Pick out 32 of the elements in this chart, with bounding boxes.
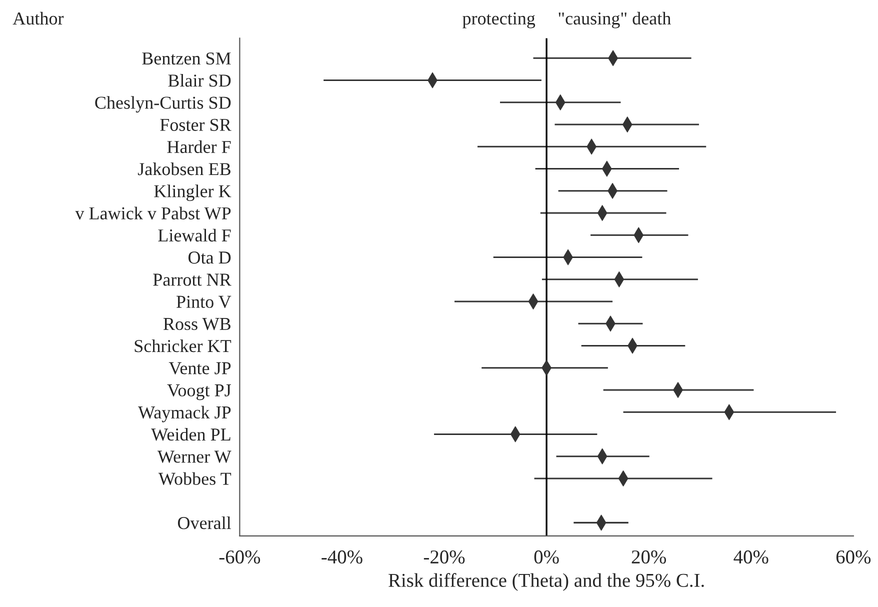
x-tick-label: 20% xyxy=(632,550,666,564)
y-tick-label: Schricker KT xyxy=(134,339,232,352)
y-tick-label: Liewald F xyxy=(158,228,231,242)
x-tick-label: 60% xyxy=(836,550,871,564)
y-tick-label: Cheslyn-Curtis SD xyxy=(95,96,231,113)
y-tick-label: Pinto V xyxy=(176,296,232,308)
y-tick-label: Vente JP xyxy=(168,362,231,374)
y-tick-label: v Lawick v Pabst WP xyxy=(75,206,231,220)
x-tick-label: 40% xyxy=(734,550,768,564)
y-tick-label: Blair SD xyxy=(168,74,231,87)
y-tick-label: Werner W xyxy=(157,450,232,463)
y-tick-label: Foster SR xyxy=(160,118,232,131)
x-axis-title: Risk difference (Theta) and the 95% C.I. xyxy=(388,573,704,591)
y-tick-label: Bentzen SM xyxy=(142,52,231,65)
x-tick-label: 0% xyxy=(534,550,559,564)
y-tick-label: Ross WB xyxy=(163,318,230,330)
text: protecting xyxy=(462,12,536,28)
y-tick-label: Ota D xyxy=(188,252,231,264)
x-tick-label: -60% xyxy=(219,550,260,564)
y-tick-label: Overall xyxy=(178,516,231,530)
y-tick-label: Weiden PL xyxy=(151,428,230,441)
y-tick-label: Voogt PJ xyxy=(167,384,231,400)
x-tick-label: -20% xyxy=(424,550,465,564)
text: "causing" death xyxy=(558,12,671,28)
x-tick-label: -40% xyxy=(322,550,362,564)
y-tick-label: Waymack JP xyxy=(138,406,231,422)
y-tick-label: Parrott NR xyxy=(153,274,232,286)
y-tick-label: Jakobsen EB xyxy=(138,162,230,176)
y-tick-label: Harder F xyxy=(167,140,231,154)
y-tick-label: Wobbes T xyxy=(158,472,232,485)
text: Author xyxy=(12,12,64,25)
y-tick-label: Klingler K xyxy=(154,184,232,202)
